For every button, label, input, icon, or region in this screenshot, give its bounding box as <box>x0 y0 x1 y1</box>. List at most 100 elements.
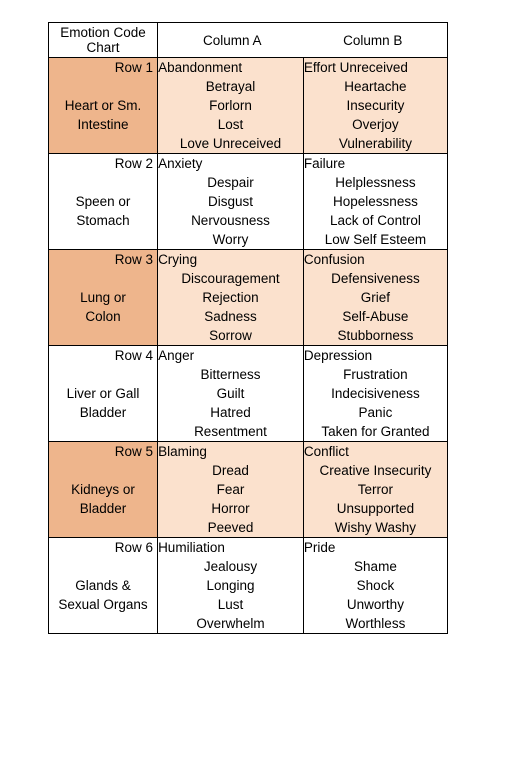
col-a-value: Rejection <box>158 288 304 307</box>
col-a-value: Disgust <box>158 192 304 211</box>
body-label: Bladder <box>49 403 158 422</box>
col-b-value: Overjoy <box>303 115 447 134</box>
col-a-value: Nervousness <box>158 211 304 230</box>
col-b-value: Hopelessness <box>303 192 447 211</box>
col-b-value: Frustration <box>303 365 447 384</box>
row-label: Row 4 <box>49 346 158 366</box>
body-label <box>49 134 158 154</box>
col-a-value: Overwhelm <box>158 614 304 634</box>
col-b-head: Conflict <box>303 442 447 462</box>
col-a-value: Forlorn <box>158 96 304 115</box>
table-row: ColonSadnessSelf-Abuse <box>49 307 448 326</box>
col-a-head: Anxiety <box>158 154 304 174</box>
column-a-header: Column A <box>162 33 302 48</box>
body-label <box>49 77 158 96</box>
col-a-value: Lost <box>158 115 304 134</box>
col-b-value: Grief <box>303 288 447 307</box>
table-row: Row 2AnxietyFailure <box>49 154 448 174</box>
col-b-head: Failure <box>303 154 447 174</box>
col-a-value: Lust <box>158 595 304 614</box>
col-b-value: Terror <box>303 480 447 499</box>
row-label: Row 2 <box>49 154 158 174</box>
chart-title-cell: Emotion Code Chart <box>49 23 158 58</box>
table-row: DreadCreative Insecurity <box>49 461 448 480</box>
col-a-value: Discouragement <box>158 269 304 288</box>
table-row: BitternessFrustration <box>49 365 448 384</box>
col-b-value: Insecurity <box>303 96 447 115</box>
col-a-value: Dread <box>158 461 304 480</box>
table-row: Sexual OrgansLustUnworthy <box>49 595 448 614</box>
table-row: Kidneys orFearTerror <box>49 480 448 499</box>
table-row: SorrowStubborness <box>49 326 448 346</box>
body-label <box>49 326 158 346</box>
col-b-value: Taken for Granted <box>303 422 447 442</box>
col-b-value: Unworthy <box>303 595 447 614</box>
col-b-head: Confusion <box>303 250 447 270</box>
col-a-value: Sorrow <box>158 326 304 346</box>
col-a-value: Peeved <box>158 518 304 538</box>
table-row: DiscouragementDefensiveness <box>49 269 448 288</box>
table-row: Liver or GallGuiltIndecisiveness <box>49 384 448 403</box>
col-a-value: Despair <box>158 173 304 192</box>
row-label: Row 6 <box>49 538 158 558</box>
body-label: Lung or <box>49 288 158 307</box>
col-a-value: Guilt <box>158 384 304 403</box>
body-label: Colon <box>49 307 158 326</box>
table-row: StomachNervousnessLack of Control <box>49 211 448 230</box>
col-a-value: Betrayal <box>158 77 304 96</box>
body-label: Glands & <box>49 576 158 595</box>
table-row: Speen orDisgustHopelessness <box>49 192 448 211</box>
body-label <box>49 422 158 442</box>
chart-title-line2: Chart <box>87 40 120 55</box>
table-row: BladderHatredPanic <box>49 403 448 422</box>
col-b-value: Worthless <box>303 614 447 634</box>
table-row: WorryLow Self Esteem <box>49 230 448 250</box>
column-b-header: Column B <box>303 33 443 48</box>
col-a-head: Anger <box>158 346 304 366</box>
col-a-value: Hatred <box>158 403 304 422</box>
body-label: Stomach <box>49 211 158 230</box>
table-row: Row 4AngerDepression <box>49 346 448 366</box>
row-label: Row 3 <box>49 250 158 270</box>
col-a-value: Love Unreceived <box>158 134 304 154</box>
table-row: PeevedWishy Washy <box>49 518 448 538</box>
col-b-head: Effort Unreceived <box>303 58 447 78</box>
body-label: Bladder <box>49 499 158 518</box>
col-a-head: Abandonment <box>158 58 304 78</box>
body-label <box>49 614 158 634</box>
col-b-value: Creative Insecurity <box>303 461 447 480</box>
col-b-value: Lack of Control <box>303 211 447 230</box>
col-a-value: Bitterness <box>158 365 304 384</box>
table-row: BladderHorrorUnsupported <box>49 499 448 518</box>
table-row: IntestineLostOverjoy <box>49 115 448 134</box>
body-label <box>49 518 158 538</box>
col-b-head: Depression <box>303 346 447 366</box>
body-label <box>49 557 158 576</box>
col-a-value: Resentment <box>158 422 304 442</box>
col-b-value: Vulnerability <box>303 134 447 154</box>
col-a-value: Longing <box>158 576 304 595</box>
table-row: Row 5BlamingConflict <box>49 442 448 462</box>
body-label: Kidneys or <box>49 480 158 499</box>
col-b-value: Defensiveness <box>303 269 447 288</box>
col-a-head: Blaming <box>158 442 304 462</box>
col-a-value: Worry <box>158 230 304 250</box>
emotion-code-chart: Emotion Code Chart Column AColumn B Row … <box>48 22 448 634</box>
table-row: ResentmentTaken for Granted <box>49 422 448 442</box>
table-row: Row 1AbandonmentEffort Unreceived <box>49 58 448 78</box>
chart-header-row: Emotion Code Chart Column AColumn B <box>49 23 448 58</box>
body-label <box>49 461 158 480</box>
col-b-value: Indecisiveness <box>303 384 447 403</box>
table-row: Glands &LongingShock <box>49 576 448 595</box>
col-b-value: Unsupported <box>303 499 447 518</box>
col-b-value: Shame <box>303 557 447 576</box>
body-label: Speen or <box>49 192 158 211</box>
body-label: Heart or Sm. <box>49 96 158 115</box>
table-row: Lung orRejectionGrief <box>49 288 448 307</box>
body-label <box>49 230 158 250</box>
table-row: Love UnreceivedVulnerability <box>49 134 448 154</box>
col-b-value: Stubborness <box>303 326 447 346</box>
body-label: Liver or Gall <box>49 384 158 403</box>
column-headers-cell: Column AColumn B <box>158 23 448 58</box>
row-label: Row 5 <box>49 442 158 462</box>
